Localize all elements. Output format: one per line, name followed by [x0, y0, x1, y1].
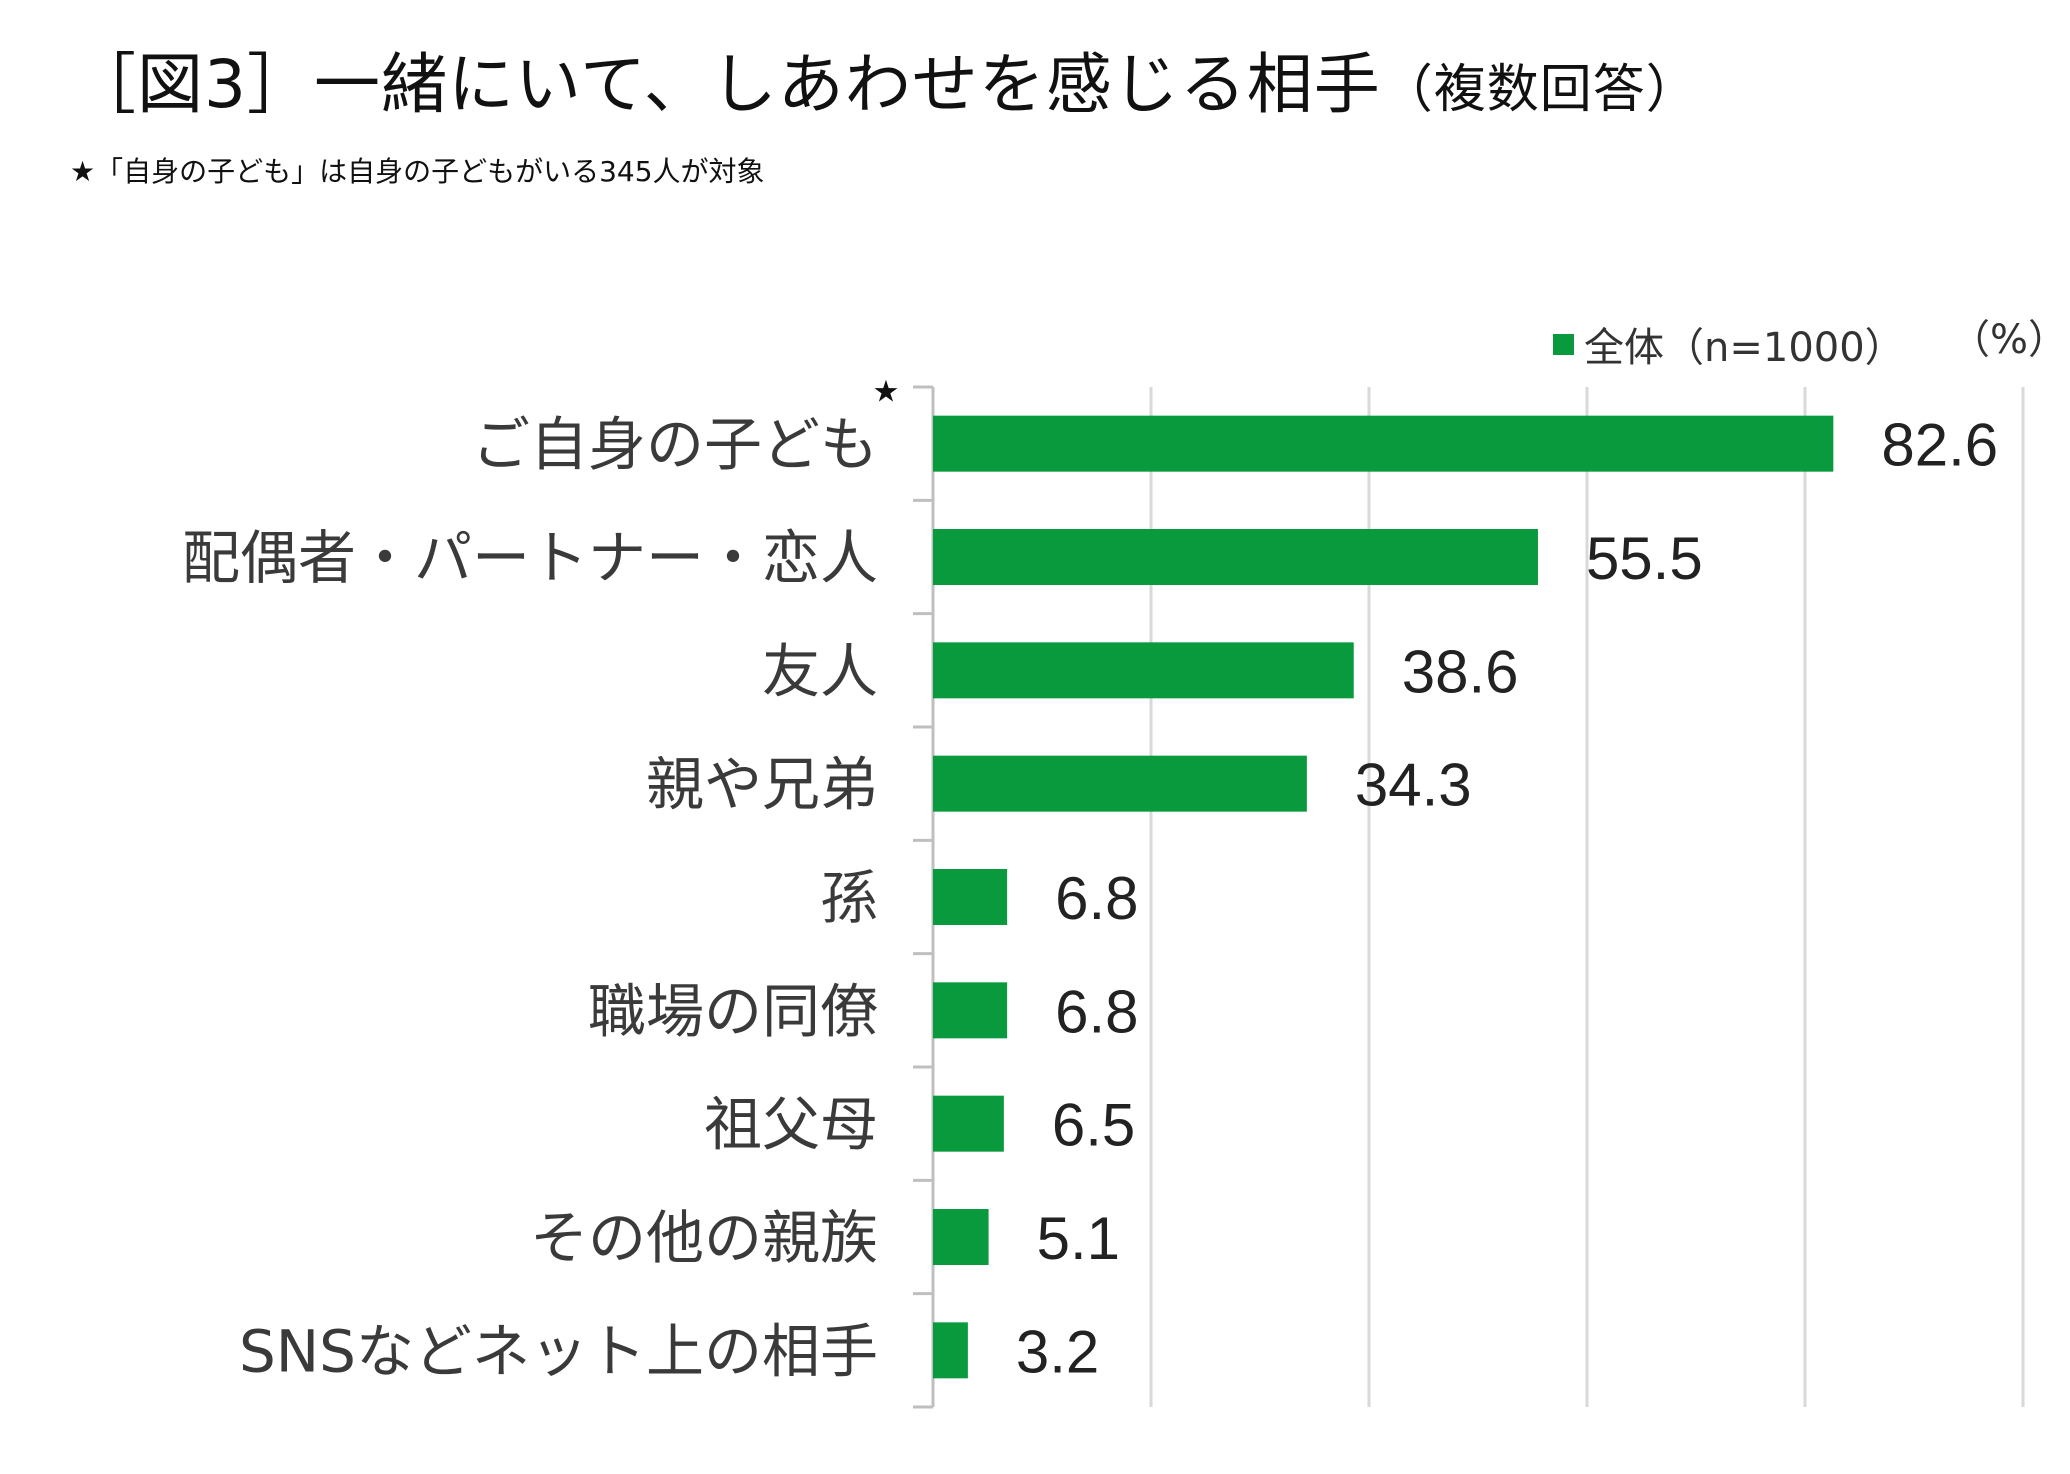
value-label: 6.8	[1055, 865, 1138, 932]
legend-swatch	[1553, 333, 1574, 355]
bar	[933, 1322, 968, 1379]
chart-title-suffix: （複数回答）	[1380, 60, 1699, 120]
value-label: 6.5	[1052, 1092, 1135, 1159]
unit-label: （%）	[1950, 317, 2069, 363]
category-star-mark: ★	[873, 375, 900, 410]
category-label: SNSなどネット上の相手	[239, 1317, 878, 1385]
bar	[933, 869, 1008, 925]
bar	[933, 755, 1307, 812]
value-label: 34.3	[1355, 752, 1472, 819]
bar	[933, 1095, 1004, 1152]
category-label: 配偶者・パートナー・恋人	[182, 524, 878, 592]
value-label: 55.5	[1586, 525, 1703, 592]
category-label: その他の親族	[530, 1204, 878, 1272]
category-label: 親や兄弟	[646, 751, 878, 819]
value-label: 3.2	[1016, 1318, 1099, 1385]
value-label: 38.6	[1402, 638, 1519, 705]
category-label: ご自身の子ども	[472, 411, 878, 479]
value-label: 5.1	[1037, 1205, 1120, 1272]
bar	[933, 1209, 989, 1265]
chart-title: ［図3］一緒にいて、しあわせを感じる相手（複数回答）	[70, 40, 1699, 135]
category-label: 孫	[820, 864, 878, 932]
legend-label: 全体（n=1000）	[1584, 325, 1905, 371]
category-label: 職場の同僚	[588, 977, 878, 1045]
value-label: 82.6	[1881, 412, 1998, 479]
value-label: 6.8	[1055, 978, 1138, 1045]
category-label: 友人	[762, 637, 878, 705]
category-label: 祖父母	[704, 1091, 878, 1159]
legend: 全体（n=1000）	[1553, 318, 1905, 371]
chart-title-main: ［図3］一緒にいて、しあわせを感じる相手	[70, 46, 1381, 123]
bar	[933, 415, 1834, 472]
chart-note: ★「自身の子ども」は自身の子どもがいる345人が対象	[70, 155, 765, 188]
bar	[933, 529, 1538, 585]
bar	[933, 642, 1354, 699]
bar	[933, 982, 1008, 1039]
